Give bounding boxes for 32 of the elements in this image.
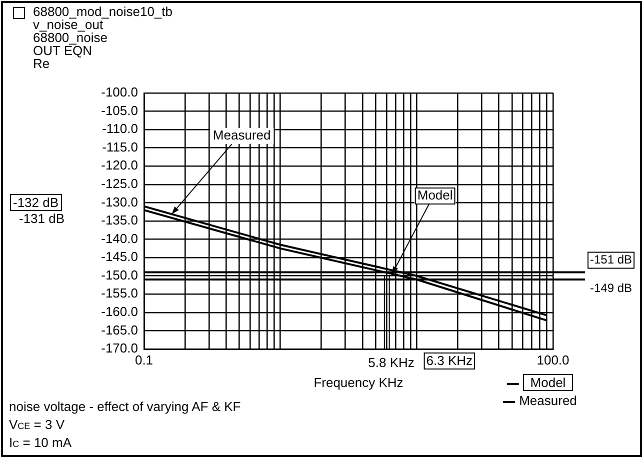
ref-line-label: -149 dB	[590, 280, 632, 295]
ref-line-label: 5.8 KHz	[368, 355, 414, 370]
x-tick-label: 100.0	[536, 352, 570, 368]
y-tick-label: -140.0	[101, 230, 138, 246]
text: -132 dB	[10, 194, 62, 211]
chart-title: 68800_mod_noise10_tb	[33, 4, 173, 19]
y-tick-label: -110.0	[102, 121, 138, 136]
y-tick-label: -165.0	[101, 322, 138, 338]
chart-subtitle: v_noise_out	[33, 17, 104, 32]
annotation: Model	[417, 188, 453, 203]
y-tick-label: -120.0	[101, 158, 138, 173]
text: -131 dB	[19, 211, 65, 226]
legend-label: Model	[523, 374, 573, 391]
text: OUT EQN	[33, 43, 92, 58]
y-tick-label: -155.0	[101, 286, 138, 301]
y-tick-label: -105.0	[101, 102, 138, 118]
y-tick-label: -150.0	[101, 267, 138, 282]
y-tick-label: -130.0	[101, 194, 138, 210]
text: noise voltage - effect of varying AF & KF	[9, 399, 241, 414]
y-tick-label: -135.0	[101, 212, 138, 228]
y-tick-label: -145.0	[101, 249, 138, 264]
y-tick-label: -115.0	[102, 139, 138, 154]
y-tick-label: -100.0	[101, 84, 138, 100]
text: 68800_noise	[33, 30, 108, 45]
legend-label: Measured	[519, 393, 577, 408]
y-tick-label: -160.0	[101, 304, 138, 320]
text: Re	[33, 56, 50, 71]
ref-line-label: -151 dB	[590, 252, 632, 267]
x-axis-title: Frequency KHz	[314, 375, 404, 390]
y-tick-label: -125.0	[101, 176, 138, 192]
annotation: Measured	[212, 128, 271, 143]
ref-line-label: 6.3 KHz	[426, 353, 473, 368]
